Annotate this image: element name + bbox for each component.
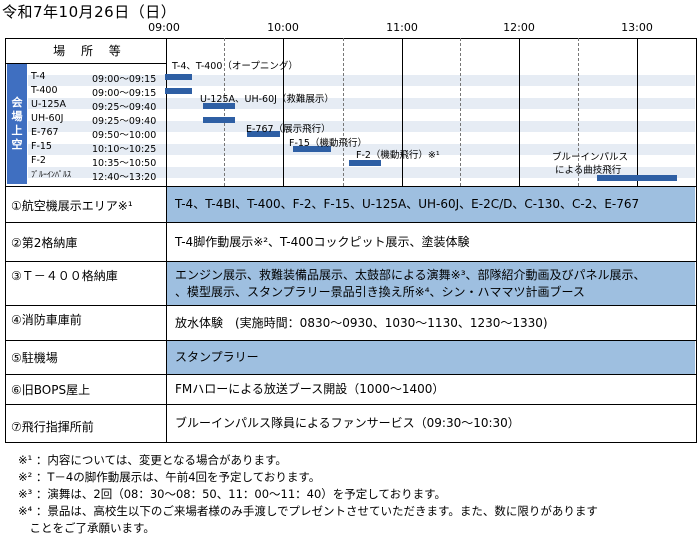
flight-bar-t400 <box>165 88 192 94</box>
row-stripe <box>28 167 695 178</box>
area-content: 放水体験 (実施時間：0830～0930、1030～1130、1230～1330… <box>175 315 548 330</box>
aircraft-time: 09:50～10:00 <box>92 130 157 141</box>
row-stripe <box>28 121 695 132</box>
hour-line-1100 <box>402 38 403 186</box>
area-content: T-4、T-4BI、T-400、F-2、F-15、U-125A、UH-60J、E… <box>167 187 695 222</box>
time-tick-1300: 13:00 <box>621 21 653 34</box>
area-content: スタンプラリー <box>167 341 695 374</box>
row-divider <box>5 222 697 223</box>
column-divider <box>166 38 167 443</box>
bar-label: E-767（展示飛行） <box>246 124 331 135</box>
half-hour-line <box>460 38 461 186</box>
row-divider <box>5 340 697 341</box>
half-hour-line <box>578 38 579 186</box>
aircraft-time: 09:25～09:40 <box>92 116 157 127</box>
time-tick-1000: 10:00 <box>267 21 299 34</box>
flight-bar-uh60j <box>203 117 235 123</box>
hour-line-1300 <box>637 38 638 186</box>
bar-label: F-15（機動飛行） <box>289 138 367 149</box>
footnotes: ※¹ ：内容については、変更となる場合があります。 ※² ：T－4の脚作動展示は… <box>18 452 598 537</box>
aircraft-time: 09:00～09:15 <box>92 88 157 99</box>
area-content: ブルーインパルス隊員によるファンサービス（09:30～10:30） <box>175 416 520 430</box>
flight-bar-u125a <box>203 103 235 109</box>
flight-bar-t4 <box>165 74 192 80</box>
aircraft-name: E-767 <box>31 127 59 138</box>
area-name: ⑥旧BOPS屋上 <box>11 383 91 397</box>
venue-airspace-label: 会 場 上 空 <box>7 64 27 184</box>
flight-bar-f15 <box>293 146 331 152</box>
row-divider <box>5 404 697 405</box>
area-name: ⑤駐機場 <box>11 351 58 365</box>
aircraft-name: ﾌﾞﾙｰｲﾝﾊﾟﾙｽ <box>31 170 71 179</box>
row-divider <box>5 261 697 262</box>
half-hour-line <box>343 38 344 186</box>
flight-bar-f2 <box>349 160 381 166</box>
area-name: ①航空機展示エリア※¹ <box>11 199 133 213</box>
area-content: エンジン展示、救難装備品展示、太鼓部による演舞※³、部隊紹介動画及びパネル展示、… <box>167 262 695 305</box>
area-name: ④消防車庫前 <box>11 313 82 327</box>
page-title: 令和7年10月26日（日） <box>2 3 177 21</box>
area-name: ⑦飛行指揮所前 <box>11 420 94 434</box>
place-header: 場 所 等 <box>53 44 127 58</box>
row-stripe <box>28 98 695 109</box>
area-content: T-4脚作動展示※²、T-400コックピット展示、塗装体験 <box>175 234 470 249</box>
aircraft-time: 12:40～13:20 <box>92 172 157 183</box>
aircraft-name: T-4 <box>31 71 46 82</box>
row-stripe <box>28 144 695 155</box>
bar-label: F-2（機動飛行）※¹ <box>356 150 440 161</box>
row-stripe <box>28 75 695 86</box>
area-name: ③Ｔ－４００格納庫 <box>11 269 118 283</box>
area-name: ②第2格納庫 <box>11 236 78 250</box>
aircraft-time: 09:25～09:40 <box>92 102 157 113</box>
aircraft-time: 09:00～09:15 <box>92 74 157 85</box>
time-tick-1200: 12:00 <box>503 21 535 34</box>
bar-label: U-125A、UH-60J（救難展示） <box>200 94 334 105</box>
aircraft-name: UH-60J <box>31 113 64 124</box>
bar-label: による曲技飛行 <box>555 165 622 176</box>
area-content: FMハローによる放送ブース開設（1000～1400） <box>175 382 445 396</box>
footnote: ※⁴ ：景品は、高校生以下のご来場者様のみ手渡しでプレゼントさせていただきます。… <box>18 504 598 518</box>
footnote: ※¹ ：内容については、変更となる場合があります。 <box>18 453 287 467</box>
header-divider <box>5 63 166 64</box>
bar-label: T-4、T-400（オープニング） <box>172 61 298 72</box>
footnote: ※³ ：演舞は、2回（08：30～08：50、11：00～11：40）を予定して… <box>18 487 446 501</box>
aircraft-time: 10:10～10:25 <box>92 144 157 155</box>
half-hour-line <box>224 38 225 186</box>
footnote: ことをご了承願います。 <box>18 521 155 535</box>
bar-label: ブルーインパルス <box>552 152 629 163</box>
time-tick-1100: 11:00 <box>386 21 418 34</box>
aircraft-name: F-15 <box>31 141 52 152</box>
flight-bar-blue-impulse <box>597 175 677 181</box>
footnote: ※² ：T－4の脚作動展示は、午前4回を予定しております。 <box>18 470 321 484</box>
hour-line-1000 <box>283 38 284 186</box>
flight-bar-e767 <box>247 131 280 137</box>
schedule-frame <box>5 38 697 443</box>
row-divider <box>5 186 697 187</box>
aircraft-name: U-125A <box>31 99 67 110</box>
hour-line-1200 <box>519 38 520 186</box>
aircraft-name: T-400 <box>31 85 58 96</box>
time-tick-0900: 09:00 <box>148 21 180 34</box>
row-divider <box>5 305 697 306</box>
aircraft-name: F-2 <box>31 155 46 166</box>
aircraft-time: 10:35～10:50 <box>92 158 157 169</box>
row-divider <box>5 374 697 375</box>
